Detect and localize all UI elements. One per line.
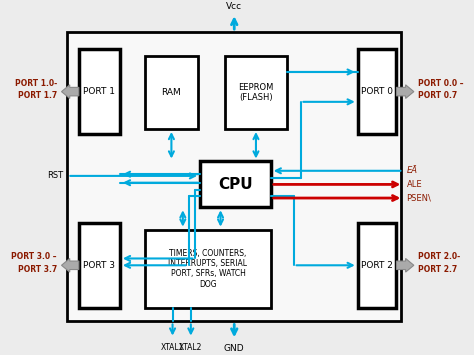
Text: PORT 3: PORT 3 (83, 261, 116, 270)
Text: TIMERS, COUNTERS,
INTERRUPTS, SERIAL
PORT, SFRs, WATCH
DOG: TIMERS, COUNTERS, INTERRUPTS, SERIAL POR… (168, 248, 247, 289)
Text: PORT 0: PORT 0 (361, 87, 393, 96)
Text: PORT 1.0-: PORT 1.0- (15, 78, 57, 88)
FancyArrow shape (62, 258, 79, 272)
Text: RAM: RAM (162, 88, 181, 97)
Text: PORT 0.7: PORT 0.7 (419, 91, 458, 100)
Text: CPU: CPU (218, 177, 253, 192)
Text: PORT 2: PORT 2 (361, 261, 393, 270)
Text: PORT 3.0 –: PORT 3.0 – (11, 252, 57, 261)
Bar (225, 56, 287, 129)
Bar (79, 49, 120, 134)
Bar (67, 32, 401, 322)
Text: Vcc: Vcc (226, 2, 242, 11)
Bar (358, 223, 396, 308)
Bar (200, 162, 271, 207)
Text: EEPROM
(FLASH): EEPROM (FLASH) (238, 83, 273, 102)
Text: GND: GND (224, 344, 245, 353)
FancyArrow shape (62, 85, 79, 98)
Text: PORT 1.7: PORT 1.7 (18, 91, 57, 100)
Text: ALE: ALE (407, 180, 422, 189)
Text: PSEN\: PSEN\ (407, 193, 431, 203)
Text: PORT 1: PORT 1 (83, 87, 116, 96)
Text: PORT 0.0 –: PORT 0.0 – (419, 78, 464, 88)
Text: PORT 2.0-: PORT 2.0- (419, 252, 461, 261)
Bar (79, 223, 120, 308)
FancyArrow shape (396, 85, 414, 98)
Text: PORT 3.7: PORT 3.7 (18, 265, 57, 274)
Bar (145, 230, 271, 308)
Text: XTAL2: XTAL2 (179, 343, 202, 351)
Text: EĀ: EĀ (407, 166, 418, 175)
Bar (145, 56, 198, 129)
Text: RST: RST (47, 171, 63, 180)
Text: XTAL1: XTAL1 (161, 343, 184, 351)
Text: PORT 2.7: PORT 2.7 (419, 265, 458, 274)
FancyArrow shape (396, 258, 414, 272)
Bar (358, 49, 396, 134)
